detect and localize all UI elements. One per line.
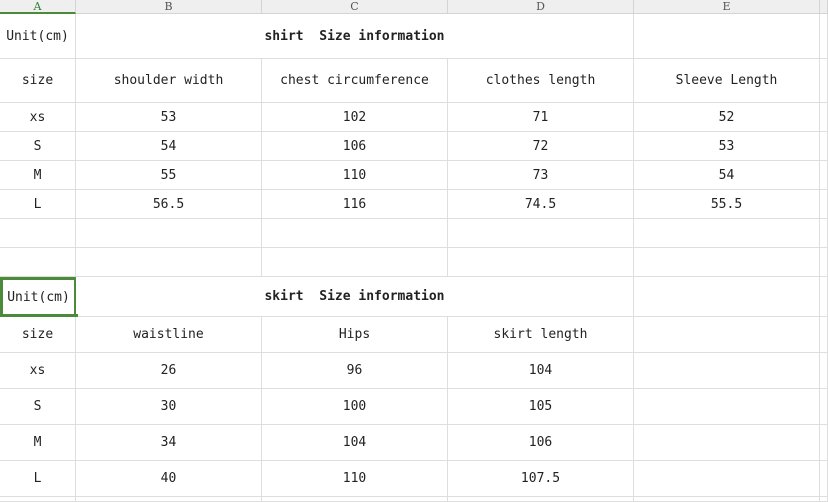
skirt-data-cell[interactable]: xs <box>0 353 76 389</box>
cell[interactable] <box>634 219 820 248</box>
column-header-extra[interactable] <box>820 0 828 14</box>
cell[interactable] <box>76 497 262 502</box>
shirt-data-cell[interactable]: 53 <box>76 103 262 132</box>
skirt-data-cell[interactable]: L <box>0 461 76 497</box>
column-header-c[interactable]: C <box>262 0 448 14</box>
cell[interactable] <box>820 190 828 219</box>
cell[interactable] <box>448 497 634 502</box>
column-header-b[interactable]: B <box>76 0 262 14</box>
shirt-data-cell[interactable]: 53 <box>634 132 820 161</box>
shirt-data-cell[interactable]: 72 <box>448 132 634 161</box>
cell[interactable] <box>820 59 828 103</box>
shirt-data-cell[interactable]: 54 <box>634 161 820 190</box>
skirt-data-cell[interactable]: 106 <box>448 425 634 461</box>
cell[interactable] <box>262 497 448 502</box>
shirt-header-cell[interactable]: clothes length <box>448 59 634 103</box>
cell[interactable] <box>0 248 76 277</box>
shirt-data-cell[interactable]: 56.5 <box>76 190 262 219</box>
cell[interactable] <box>262 248 448 277</box>
shirt-data-cell[interactable]: 74.5 <box>448 190 634 219</box>
skirt-data-cell[interactable]: 26 <box>76 353 262 389</box>
cell[interactable] <box>634 353 820 389</box>
column-header-a[interactable]: A <box>0 0 76 14</box>
cell[interactable] <box>448 248 634 277</box>
cell[interactable] <box>262 219 448 248</box>
skirt-data-cell[interactable]: 96 <box>262 353 448 389</box>
shirt-data-cell[interactable]: 110 <box>262 161 448 190</box>
shirt-data-cell[interactable]: 106 <box>262 132 448 161</box>
skirt-data-cell[interactable]: 40 <box>76 461 262 497</box>
cell[interactable] <box>448 219 634 248</box>
skirt-data-cell[interactable]: 104 <box>448 353 634 389</box>
shirt-data-cell[interactable]: 71 <box>448 103 634 132</box>
shirt-data-cell[interactable]: M <box>0 161 76 190</box>
cell[interactable] <box>820 248 828 277</box>
cell[interactable] <box>820 425 828 461</box>
shirt-header-cell[interactable]: Sleeve Length <box>634 59 820 103</box>
cell[interactable] <box>634 425 820 461</box>
shirt-unit-cell[interactable]: Unit(cm) <box>0 14 76 59</box>
skirt-data-cell[interactable]: 30 <box>76 389 262 425</box>
cell[interactable] <box>820 277 828 317</box>
cell[interactable] <box>76 248 262 277</box>
shirt-data-cell[interactable]: 54 <box>76 132 262 161</box>
fill-handle[interactable] <box>73 314 78 319</box>
skirt-header-cell[interactable]: size <box>0 317 76 353</box>
cell[interactable] <box>634 248 820 277</box>
shirt-data-cell[interactable]: 116 <box>262 190 448 219</box>
skirt-header-cell[interactable]: waistline <box>76 317 262 353</box>
column-header-d[interactable]: D <box>448 0 634 14</box>
shirt-data-cell[interactable]: xs <box>0 103 76 132</box>
cell[interactable] <box>820 161 828 190</box>
skirt-title[interactable]: skirt Size information <box>76 277 634 317</box>
shirt-data-cell[interactable]: S <box>0 132 76 161</box>
shirt-data-cell[interactable]: 102 <box>262 103 448 132</box>
cell[interactable] <box>820 353 828 389</box>
skirt-unit-cell[interactable]: Unit(cm) <box>0 277 77 317</box>
shirt-data-cell[interactable]: 55 <box>76 161 262 190</box>
cell[interactable] <box>820 497 828 502</box>
cell[interactable] <box>634 277 820 317</box>
column-header-e[interactable]: E <box>634 0 820 14</box>
shirt-data-cell[interactable]: 55.5 <box>634 190 820 219</box>
cell[interactable] <box>820 14 828 59</box>
skirt-header-cell[interactable]: Hips <box>262 317 448 353</box>
cell[interactable] <box>634 497 820 502</box>
cell[interactable] <box>76 219 262 248</box>
shirt-header-cell[interactable]: shoulder width <box>76 59 262 103</box>
shirt-data-cell[interactable]: 52 <box>634 103 820 132</box>
shirt-title[interactable]: shirt Size information <box>76 14 634 59</box>
skirt-header-cell[interactable]: skirt length <box>448 317 634 353</box>
cell[interactable] <box>820 132 828 161</box>
cell[interactable] <box>634 461 820 497</box>
skirt-data-cell[interactable]: M <box>0 425 76 461</box>
cell[interactable] <box>820 219 828 248</box>
shirt-data-cell[interactable]: L <box>0 190 76 219</box>
cell[interactable] <box>820 461 828 497</box>
skirt-data-cell[interactable]: 110 <box>262 461 448 497</box>
skirt-data-cell[interactable]: 34 <box>76 425 262 461</box>
shirt-header-cell[interactable]: chest circumference <box>262 59 448 103</box>
skirt-data-cell[interactable]: 104 <box>262 425 448 461</box>
cell[interactable] <box>820 103 828 132</box>
skirt-data-cell[interactable]: 100 <box>262 389 448 425</box>
shirt-data-cell[interactable]: 73 <box>448 161 634 190</box>
skirt-data-cell[interactable]: 105 <box>448 389 634 425</box>
cell[interactable] <box>634 14 820 59</box>
cell[interactable] <box>820 389 828 425</box>
cell[interactable] <box>0 219 76 248</box>
skirt-data-cell[interactable]: 107.5 <box>448 461 634 497</box>
skirt-data-cell[interactable]: S <box>0 389 76 425</box>
cell[interactable] <box>634 317 820 353</box>
shirt-header-cell[interactable]: size <box>0 59 76 103</box>
cell[interactable] <box>0 497 76 502</box>
cell[interactable] <box>634 389 820 425</box>
cell[interactable] <box>820 317 828 353</box>
